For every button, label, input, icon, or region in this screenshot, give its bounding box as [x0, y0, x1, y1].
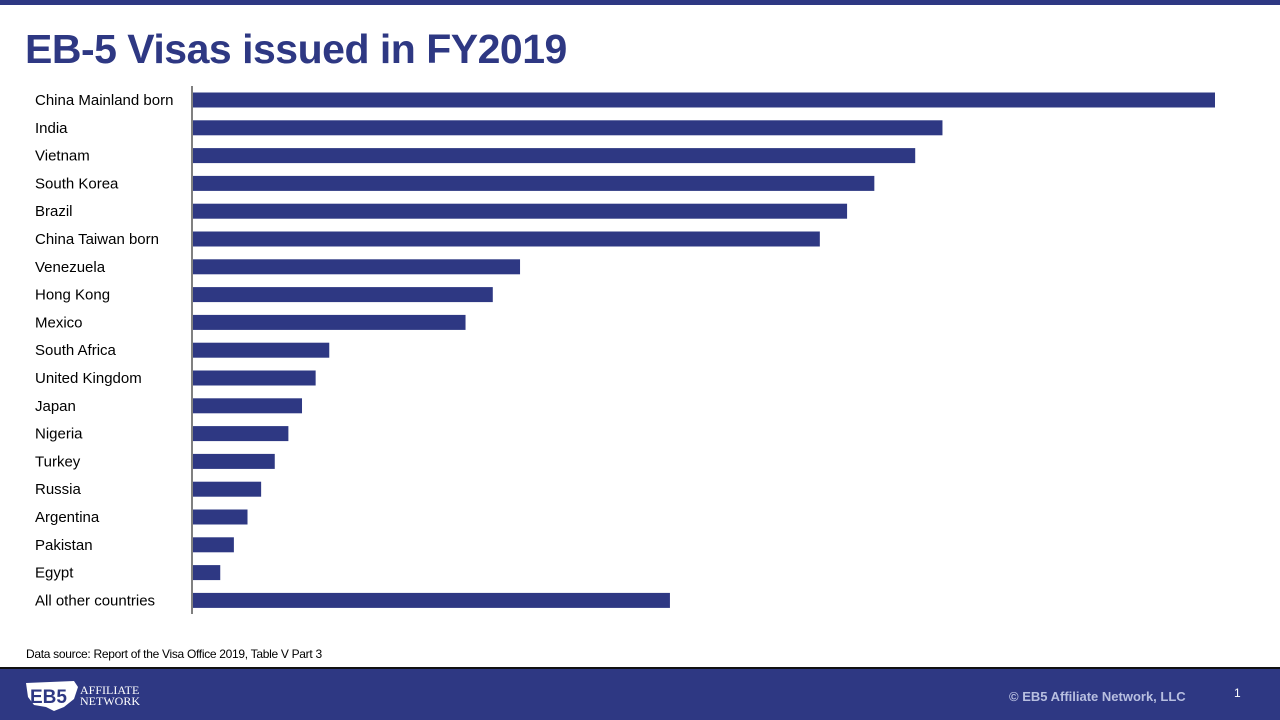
category-label: Russia [35, 481, 82, 498]
bar-argentina [193, 509, 248, 525]
logo-text-top: AFFILIATE [80, 683, 139, 697]
category-label: Egypt [35, 565, 74, 582]
category-label: Pakistan [35, 537, 93, 554]
logo-text-bottom: NETWORK [80, 694, 140, 708]
bar-venezuela [193, 259, 521, 275]
category-label: South Korea [35, 175, 119, 192]
bar-mexico [193, 314, 466, 330]
bar-egypt [193, 565, 221, 581]
bar-pakistan [193, 537, 234, 553]
bar-japan [193, 398, 303, 414]
logo-mark: EB5 [30, 687, 67, 708]
page-number: 1 [1234, 686, 1241, 700]
bar-united-kingdom [193, 370, 316, 386]
category-label: United Kingdom [35, 370, 142, 387]
category-label: China Mainland born [35, 92, 173, 109]
eb5-affiliate-network-logo: EB5 AFFILIATE NETWORK [26, 681, 140, 711]
category-label: South Africa [35, 342, 117, 359]
copyright-text: © EB5 Affiliate Network, LLC [1009, 689, 1186, 704]
bar-china-taiwan-born [193, 231, 820, 247]
category-label: All other countries [35, 592, 155, 609]
category-label: Hong Kong [35, 287, 110, 304]
category-label: Japan [35, 398, 76, 415]
category-label: India [35, 120, 68, 137]
bar-china-mainland-born [193, 92, 1215, 108]
bar-india [193, 120, 943, 136]
bar-hong-kong [193, 287, 493, 303]
category-label: Venezuela [35, 259, 106, 276]
category-label: Turkey [35, 453, 81, 470]
category-label: Vietnam [35, 148, 90, 165]
category-label: Mexico [35, 314, 83, 331]
bar-chart: China Mainland born India Vietnam South Kor… [35, 86, 1215, 614]
bar-nigeria [193, 426, 289, 442]
bar-all-other-countries [193, 592, 670, 608]
category-label: Argentina [35, 509, 100, 526]
footer-bar: EB5 AFFILIATE NETWORK © EB5 Affiliate Ne… [0, 667, 1280, 720]
bar-russia [193, 481, 262, 497]
category-label: China Taiwan born [35, 231, 159, 248]
bar-south-africa [193, 342, 330, 358]
category-label: Brazil [35, 203, 73, 220]
bar-brazil [193, 203, 848, 219]
bar-south-korea [193, 175, 875, 191]
top-accent-bar [0, 0, 1280, 5]
data-source-note: Data source: Report of the Visa Office 2… [26, 647, 322, 661]
slide-title: EB-5 Visas issued in FY2019 [25, 26, 567, 72]
bar-vietnam [193, 148, 916, 164]
bar-turkey [193, 453, 275, 469]
category-label: Nigeria [35, 426, 83, 443]
